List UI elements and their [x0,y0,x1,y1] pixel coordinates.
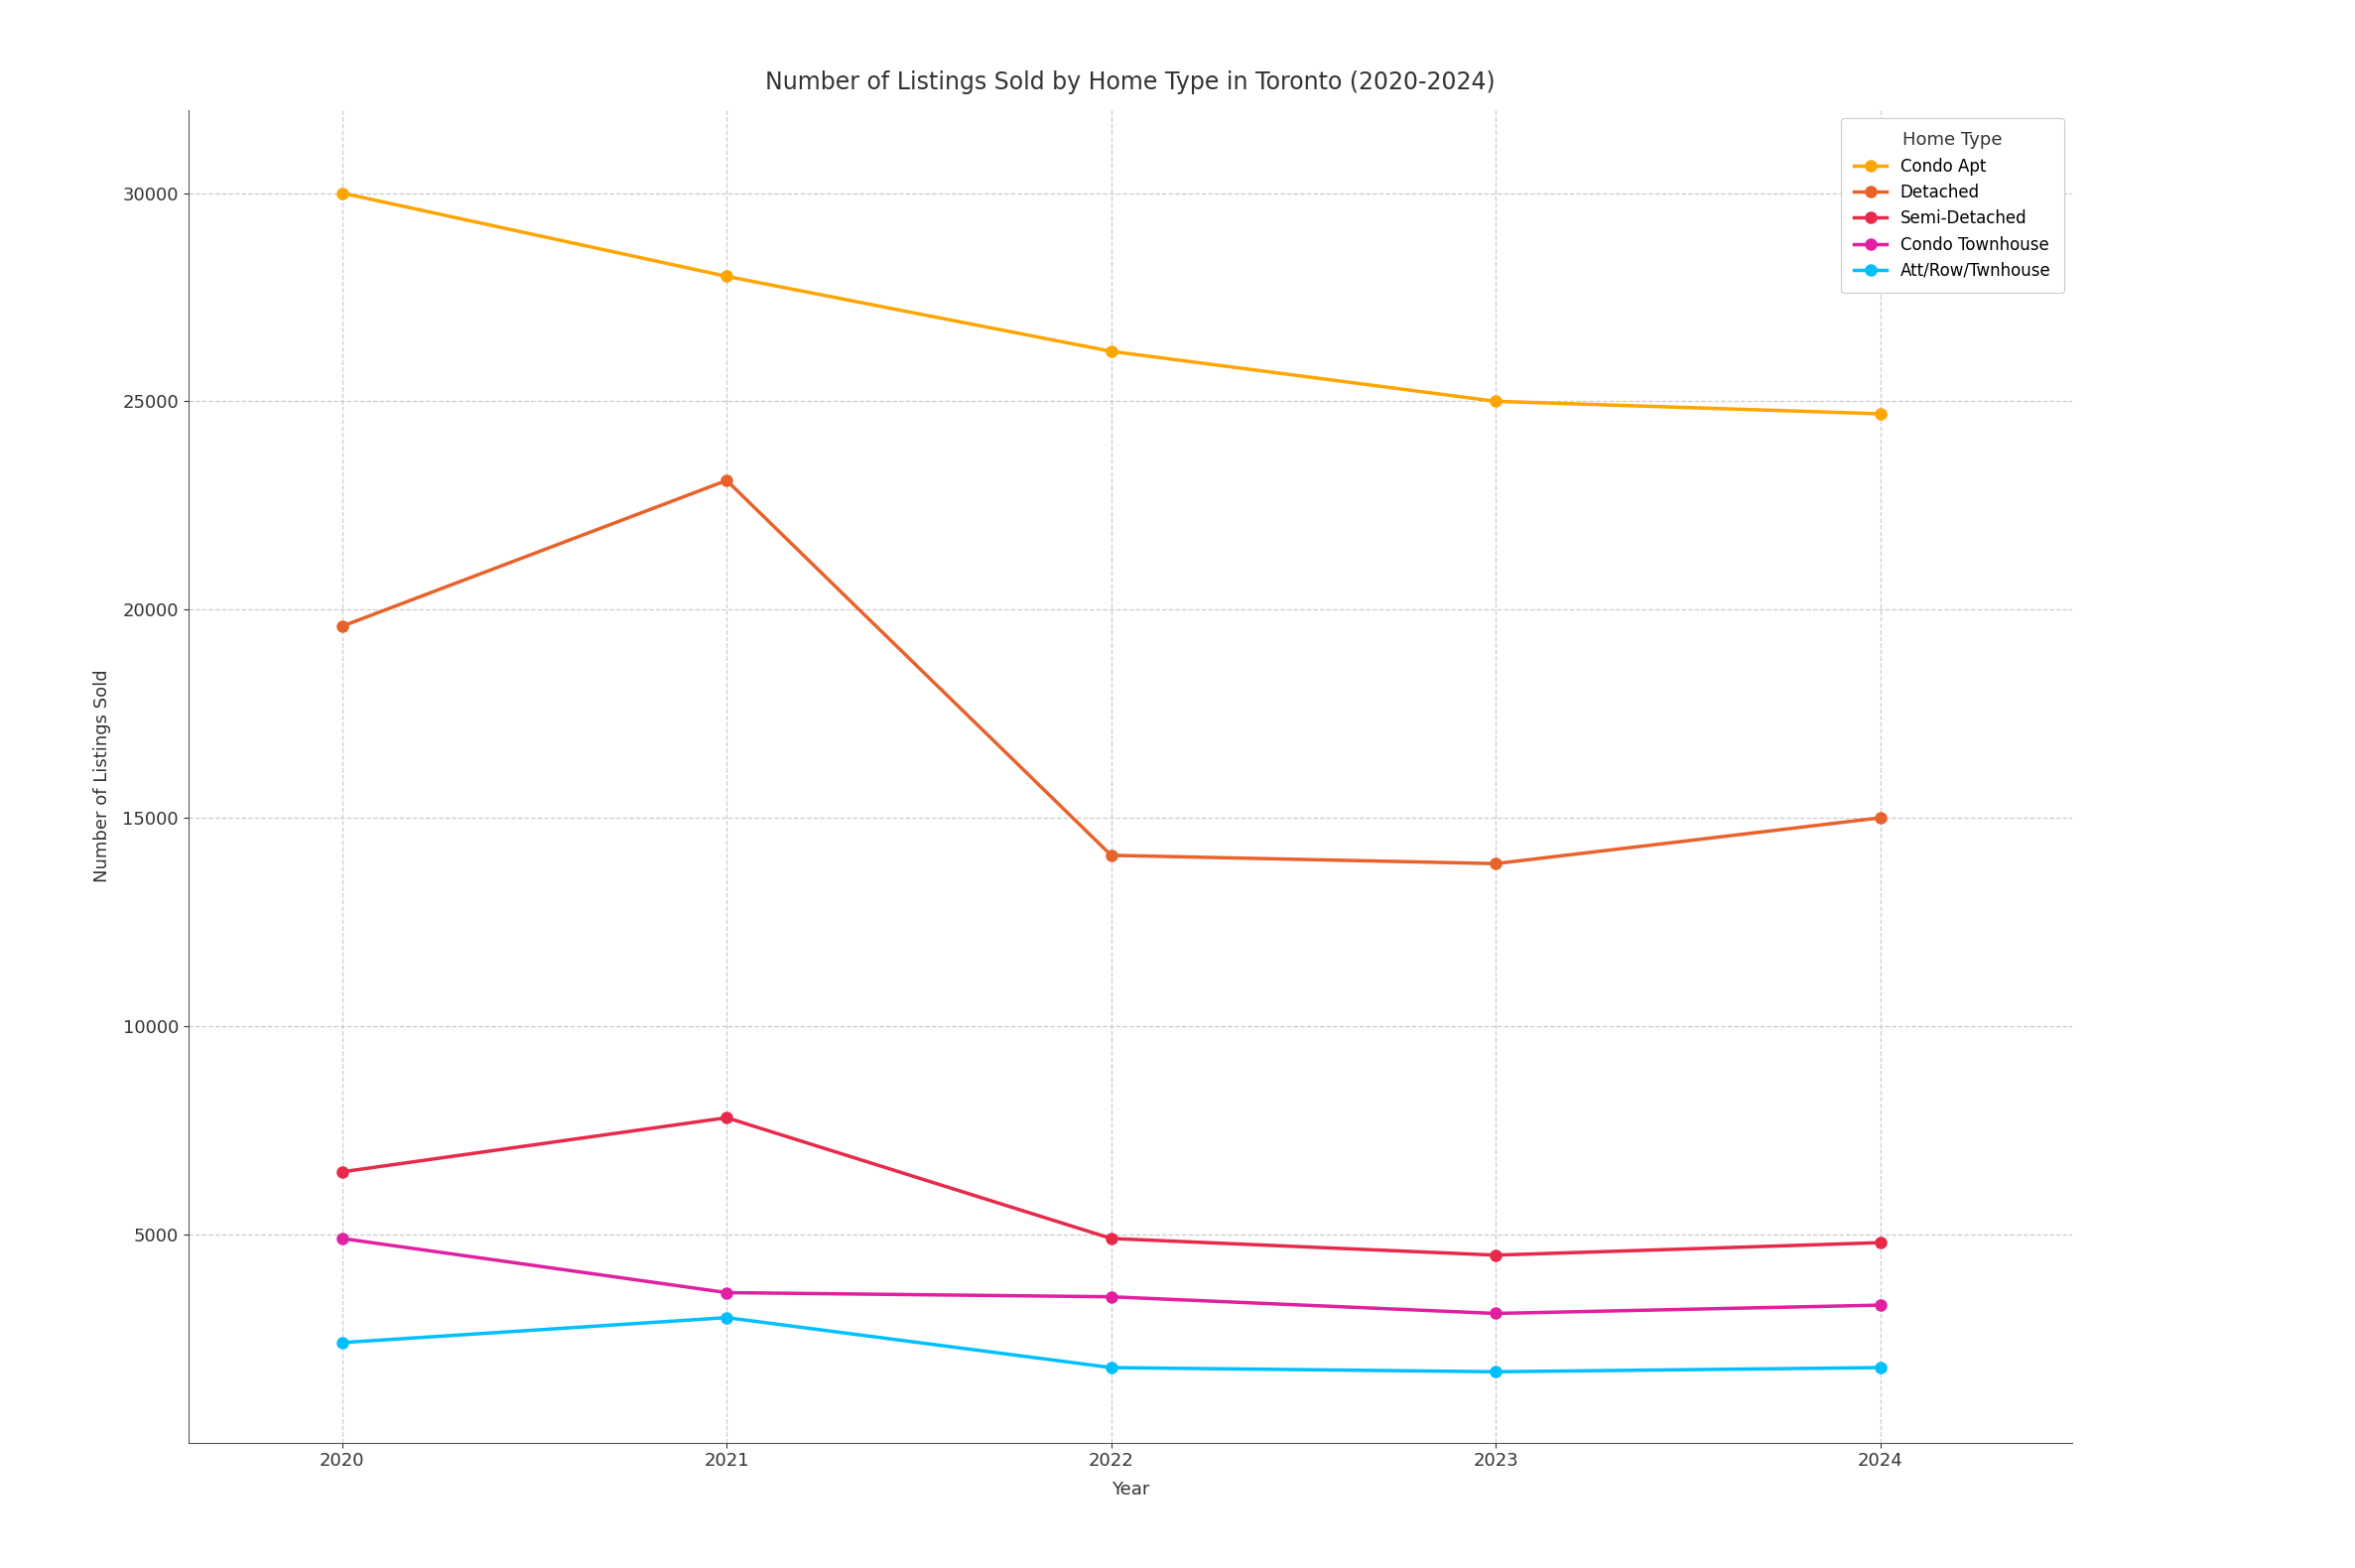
Att/Row/Twnhouse [1097,1358,1126,1377]
Detached [1481,855,1510,873]
Semi-Detached [1481,1245,1510,1264]
Att/Row/Twnhouse [714,1308,742,1327]
Semi-Detached [714,1109,742,1127]
Condo Apt [327,183,356,202]
Semi-Detached [327,1162,356,1181]
Semi-Detached [1865,1232,1893,1251]
Line: Detached: Detached [337,475,1886,869]
Line: Condo Townhouse: Condo Townhouse [337,1232,1886,1319]
Att/Row/Twnhouse [1865,1358,1893,1377]
Condo Apt [1865,405,1893,423]
Line: Condo Apt: Condo Apt [337,188,1886,419]
Condo Apt [1481,392,1510,411]
Condo Apt [1097,342,1126,361]
Detached [1865,809,1893,828]
Att/Row/Twnhouse [1481,1363,1510,1381]
Legend: Condo Apt, Detached, Semi-Detached, Condo Townhouse, Att/Row/Twnhouse: Condo Apt, Detached, Semi-Detached, Cond… [1842,118,2063,293]
X-axis label: Year: Year [1112,1482,1149,1499]
Condo Townhouse [714,1283,742,1301]
Semi-Detached [1097,1229,1126,1248]
Y-axis label: Number of Listings Sold: Number of Listings Sold [94,670,111,883]
Att/Row/Twnhouse [327,1333,356,1352]
Condo Townhouse [1481,1305,1510,1323]
Condo Townhouse [327,1229,356,1248]
Title: Number of Listings Sold by Home Type in Toronto (2020-2024): Number of Listings Sold by Home Type in … [765,71,1495,94]
Line: Att/Row/Twnhouse: Att/Row/Twnhouse [337,1312,1886,1377]
Condo Townhouse [1865,1295,1893,1314]
Line: Semi-Detached: Semi-Detached [337,1112,1886,1261]
Detached [327,616,356,635]
Detached [1097,845,1126,864]
Condo Apt [714,267,742,285]
Detached [714,470,742,489]
Condo Townhouse [1097,1287,1126,1306]
